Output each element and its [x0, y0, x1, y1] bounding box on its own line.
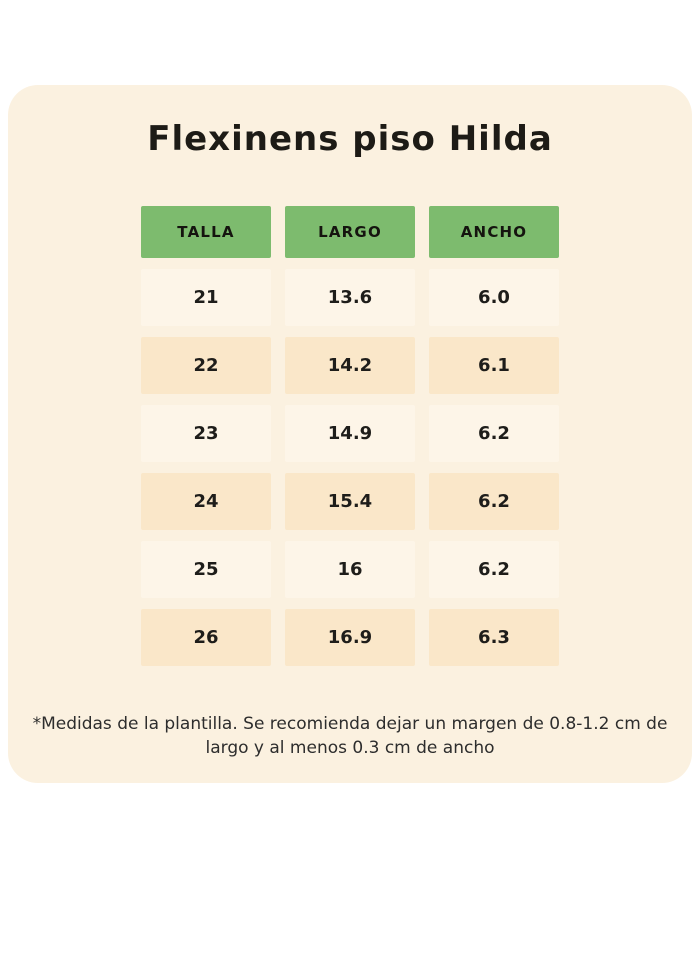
- page-title: Flexinens piso Hilda: [147, 119, 553, 159]
- table-cell-talla: 22: [141, 336, 271, 394]
- column-header-talla: TALLA: [141, 205, 271, 258]
- table-cell-ancho: 6.0: [429, 268, 559, 326]
- table-cell-ancho: 6.2: [429, 404, 559, 462]
- table-cell-talla: 25: [141, 540, 271, 598]
- table-cell-ancho: 6.1: [429, 336, 559, 394]
- table-cell-ancho: 6.3: [429, 608, 559, 666]
- table-cell-largo: 16.9: [285, 608, 415, 666]
- table-cell-talla: 21: [141, 268, 271, 326]
- size-table: TALLA LARGO ANCHO 21 13.6 6.0 22 14.2 6.…: [141, 205, 559, 666]
- table-cell-largo: 13.6: [285, 268, 415, 326]
- size-chart-card: Flexinens piso Hilda TALLA LARGO ANCHO 2…: [8, 85, 692, 783]
- measurement-footnote: *Medidas de la plantilla. Se recomienda …: [32, 713, 668, 759]
- table-cell-ancho: 6.2: [429, 472, 559, 530]
- table-cell-largo: 16: [285, 540, 415, 598]
- table-cell-largo: 14.9: [285, 404, 415, 462]
- table-cell-largo: 15.4: [285, 472, 415, 530]
- table-cell-talla: 23: [141, 404, 271, 462]
- column-header-largo: LARGO: [285, 205, 415, 258]
- table-cell-talla: 24: [141, 472, 271, 530]
- table-cell-largo: 14.2: [285, 336, 415, 394]
- table-cell-talla: 26: [141, 608, 271, 666]
- table-cell-ancho: 6.2: [429, 540, 559, 598]
- column-header-ancho: ANCHO: [429, 205, 559, 258]
